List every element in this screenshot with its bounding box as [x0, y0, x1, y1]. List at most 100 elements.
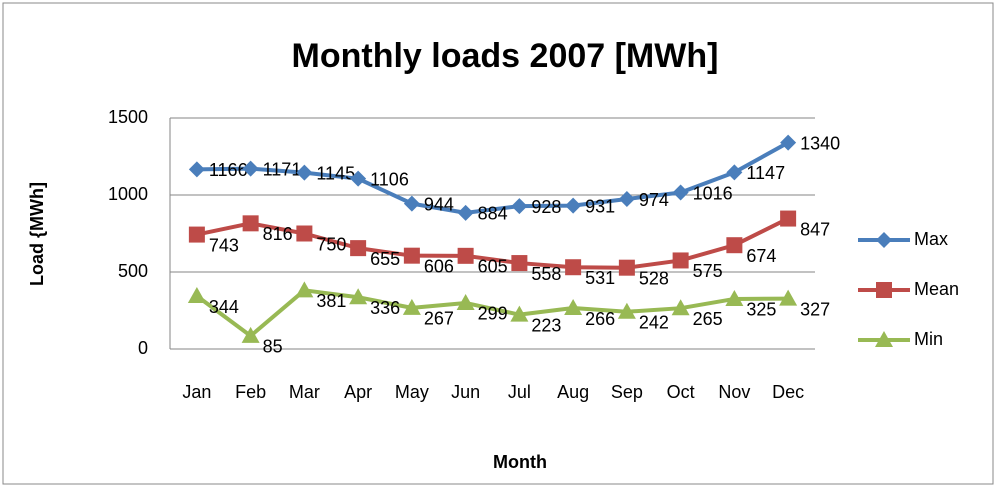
x-tick-label: Jun — [451, 382, 480, 402]
data-label: 575 — [693, 261, 723, 281]
data-label: 558 — [531, 264, 561, 284]
x-tick-label: Jul — [508, 382, 531, 402]
data-point — [349, 288, 368, 305]
y-tick-label: 1500 — [108, 107, 148, 127]
data-point — [242, 160, 259, 177]
y-tick-label: 1000 — [108, 184, 148, 204]
data-point — [296, 164, 313, 181]
data-point — [726, 164, 743, 181]
data-label: 944 — [424, 194, 454, 214]
data-point — [296, 225, 313, 242]
data-label: 847 — [800, 219, 830, 239]
x-axis-title: Month — [493, 452, 547, 472]
data-label: 531 — [585, 268, 615, 288]
legend-label: Max — [914, 229, 948, 249]
data-point — [565, 197, 582, 214]
data-point — [780, 134, 797, 151]
data-point — [565, 259, 582, 276]
data-label: 1106 — [370, 169, 409, 189]
data-point — [617, 302, 636, 319]
data-label: 381 — [316, 291, 346, 311]
y-axis-title: Load {MWh] — [27, 182, 47, 286]
data-point — [402, 298, 421, 315]
x-tick-label: Dec — [772, 382, 804, 402]
data-label: 931 — [585, 196, 615, 216]
x-tick-label: Jan — [182, 382, 211, 402]
data-label: 265 — [693, 309, 723, 329]
data-label: 267 — [424, 309, 454, 329]
data-label: 1147 — [746, 163, 785, 183]
x-tick-label: Aug — [557, 382, 589, 402]
data-point — [671, 299, 690, 316]
data-point — [187, 287, 206, 304]
data-label: 85 — [263, 337, 283, 357]
data-point — [403, 195, 420, 212]
data-point — [295, 281, 314, 298]
data-label: 674 — [746, 246, 776, 266]
x-tick-label: Nov — [718, 382, 750, 402]
data-label: 750 — [316, 234, 346, 254]
legend-marker — [875, 331, 893, 347]
data-point — [510, 305, 529, 322]
data-point — [188, 161, 205, 178]
data-point — [779, 289, 798, 306]
data-label: 223 — [531, 315, 561, 335]
data-label: 1145 — [316, 163, 355, 183]
data-label: 816 — [263, 224, 293, 244]
data-label: 1171 — [263, 159, 302, 179]
data-point — [726, 237, 743, 254]
data-point — [403, 247, 420, 264]
data-label: 743 — [209, 235, 239, 255]
data-label: 974 — [639, 190, 669, 210]
data-point — [672, 252, 689, 269]
data-label: 1016 — [693, 183, 733, 203]
x-tick-label: Mar — [289, 382, 320, 402]
data-point — [350, 170, 367, 187]
data-label: 336 — [370, 298, 400, 318]
data-label: 1166 — [209, 160, 248, 180]
data-label: 266 — [585, 309, 615, 329]
chart-title: Monthly loads 2007 [MWh] — [292, 37, 719, 75]
data-point — [780, 210, 797, 227]
y-tick-label: 500 — [118, 261, 148, 281]
legend-label: Min — [914, 329, 943, 349]
data-label: 928 — [531, 197, 561, 217]
legend-marker — [876, 282, 892, 298]
series-line — [196, 140, 790, 215]
data-point — [511, 198, 528, 215]
x-tick-label: Feb — [235, 382, 266, 402]
x-tick-label: May — [395, 382, 429, 402]
x-tick-label: Oct — [667, 382, 695, 402]
data-label: 655 — [370, 249, 400, 269]
legend-label: Mean — [914, 279, 959, 299]
data-label: 606 — [424, 256, 454, 276]
data-label: 605 — [478, 257, 508, 277]
data-label: 344 — [209, 297, 239, 317]
data-label: 242 — [639, 312, 669, 332]
series-line — [196, 216, 790, 270]
data-point — [618, 191, 635, 208]
y-tick-label: 0 — [138, 338, 148, 358]
data-label: 299 — [478, 304, 508, 324]
data-point — [457, 204, 474, 221]
data-point — [456, 293, 475, 310]
data-point — [564, 299, 583, 316]
data-point — [242, 215, 259, 232]
data-point — [672, 184, 689, 201]
data-label: 325 — [746, 300, 776, 320]
series-line — [195, 288, 789, 338]
data-point — [511, 255, 528, 272]
data-point — [457, 247, 474, 264]
data-label: 528 — [639, 268, 669, 288]
data-label: 1340 — [800, 133, 840, 153]
data-label: 327 — [800, 299, 830, 319]
data-point — [725, 289, 744, 306]
data-label: 884 — [478, 204, 508, 224]
data-point — [188, 226, 205, 243]
x-tick-label: Apr — [344, 382, 372, 402]
data-point — [241, 326, 260, 343]
data-point — [350, 240, 367, 257]
legend-marker — [876, 232, 892, 248]
